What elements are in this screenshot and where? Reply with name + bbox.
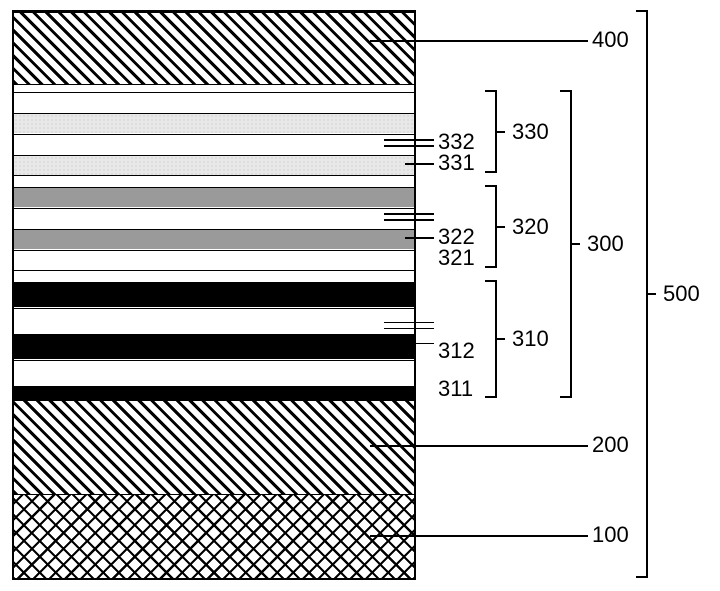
- lead-line: [370, 445, 588, 447]
- lead-line: [384, 322, 434, 324]
- label-200: 200: [592, 432, 629, 458]
- lead-line: [384, 219, 434, 221]
- layer-321: [14, 250, 414, 270]
- layer-g2: [14, 175, 414, 187]
- label-320: 320: [512, 214, 549, 240]
- label-312: 312: [438, 338, 475, 364]
- lead-line: [405, 237, 434, 239]
- lead-line: [405, 163, 434, 165]
- layer-324: [14, 187, 414, 207]
- label-300: 300: [587, 231, 624, 257]
- lead-line: [384, 145, 434, 147]
- layer-314: [14, 282, 414, 307]
- layer-334: [14, 92, 414, 112]
- bracket-300: [570, 90, 582, 398]
- label-331: 331: [438, 150, 475, 176]
- layer-333: [14, 113, 414, 133]
- label-500: 500: [663, 281, 700, 307]
- layer-312: [14, 334, 414, 359]
- lead-line: [384, 213, 434, 215]
- lead-line: [370, 535, 588, 537]
- layer-diagram: 4003323313223213123112001003303203103005…: [0, 0, 720, 591]
- lead-line: [384, 328, 434, 330]
- layer-100: [14, 494, 414, 580]
- bracket-500: [646, 10, 658, 578]
- label-100: 100: [592, 522, 629, 548]
- layer-311b: [14, 386, 414, 400]
- layer-313: [14, 308, 414, 333]
- layer-332: [14, 134, 414, 154]
- label-310: 310: [512, 326, 549, 352]
- bracket-330: [495, 90, 507, 173]
- layer-331: [14, 155, 414, 175]
- label-330: 330: [512, 119, 549, 145]
- bracket-320: [495, 185, 507, 268]
- lead-line: [370, 40, 588, 42]
- layer-g1: [14, 84, 414, 92]
- layer-400: [14, 12, 414, 84]
- lead-line: [405, 343, 434, 345]
- layer-322: [14, 229, 414, 249]
- layer-323: [14, 208, 414, 228]
- layer-200: [14, 400, 414, 494]
- label-311: 311: [438, 376, 473, 402]
- label-400: 400: [592, 27, 629, 53]
- lead-line: [384, 139, 434, 141]
- label-321: 321: [438, 245, 475, 271]
- bracket-310: [495, 280, 507, 398]
- layer-stack: [12, 10, 416, 580]
- layer-g3: [14, 270, 414, 282]
- layer-311: [14, 360, 414, 385]
